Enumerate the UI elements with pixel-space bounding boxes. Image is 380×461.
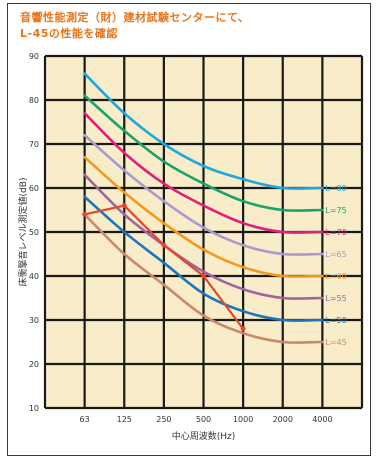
measured-point	[121, 203, 127, 209]
x-axis-title: 中心周波数(Hz)	[172, 430, 236, 442]
series-label: L=65	[325, 250, 346, 259]
measured-point	[161, 242, 167, 248]
y-tick-label: 50	[29, 228, 39, 237]
series-line	[83, 94, 324, 212]
series-label: L=45	[325, 338, 346, 347]
series-label: L=55	[325, 294, 346, 303]
series-label: L=60	[325, 272, 346, 281]
measured-point	[82, 212, 88, 217]
x-tick-label: 1000	[233, 415, 253, 424]
series-label: L=75	[325, 206, 346, 215]
title-line-1: 音響性能測定（財）建材試験センターにて、	[20, 11, 250, 24]
x-tick-label: 4000	[312, 415, 332, 424]
y-tick-label: 20	[29, 360, 39, 369]
x-tick-label: 63	[80, 415, 90, 424]
series-line	[83, 72, 324, 190]
chart-title: 音響性能測定（財）建材試験センターにて、 L-45の性能を確認	[20, 10, 360, 42]
series-line	[83, 195, 324, 322]
x-tick-label: 2000	[273, 415, 293, 424]
x-tick-label: 125	[117, 415, 132, 424]
y-tick-label: 80	[29, 96, 39, 105]
series-line	[83, 133, 324, 256]
y-tick-label: 30	[29, 316, 39, 325]
y-tick-label: 60	[29, 184, 39, 193]
y-tick-label: 70	[29, 140, 39, 149]
series-line	[83, 213, 324, 344]
y-axis-title: 床衝撃音レベル測定値(dB)	[17, 178, 29, 287]
series-label: L=80	[325, 184, 346, 193]
series-line	[83, 111, 324, 234]
series-line	[83, 173, 324, 300]
measured-point	[201, 273, 206, 279]
y-tick-label: 10	[29, 404, 39, 413]
y-tick-label: 40	[29, 272, 39, 281]
title-line-2: L-45の性能を確認	[20, 27, 118, 40]
x-tick-label: 250	[156, 415, 171, 424]
series-line	[83, 155, 324, 278]
series-label: L=50	[325, 316, 346, 325]
x-tick-label: 500	[196, 415, 211, 424]
measured-point	[240, 326, 246, 332]
y-tick-label: 90	[29, 52, 39, 61]
series-label: L=70	[325, 228, 346, 237]
